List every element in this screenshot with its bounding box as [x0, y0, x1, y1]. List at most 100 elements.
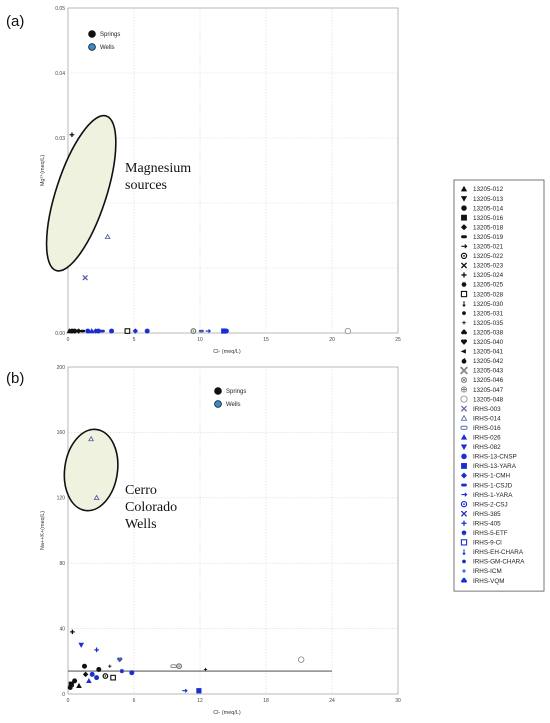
panel-label-a: (a) [6, 13, 24, 30]
legend-item-label: IRHS-5-ETF [473, 530, 508, 537]
data-point [94, 675, 100, 681]
legend-label: Wells [100, 45, 115, 51]
legend-marker [461, 377, 467, 383]
legend-marker [461, 483, 467, 487]
legend-item-label: IRHS-014 [473, 415, 501, 422]
legend-item-label: 13205-035 [473, 320, 504, 327]
data-point [76, 682, 82, 688]
data-point [67, 684, 73, 690]
y-tick-label: 40 [59, 626, 65, 632]
data-point [85, 328, 91, 334]
data-point [96, 666, 102, 672]
data-point [99, 329, 105, 333]
legend-marker [460, 414, 468, 421]
data-point [72, 678, 78, 684]
legend-item-label: IRHS-EH-CHARA [473, 549, 524, 556]
data-point [70, 629, 75, 635]
legend-marker [461, 339, 467, 345]
legend-marker [460, 395, 468, 403]
data-point [78, 642, 85, 648]
data-point [86, 678, 92, 684]
legend-marker [460, 405, 468, 412]
legend-item-label: 13205-040 [473, 339, 504, 346]
x-tick-label: 15 [263, 337, 269, 343]
y-tick-label: 0 [62, 692, 65, 698]
legend-marker [460, 444, 468, 451]
legend-item-label: IRHS-026 [473, 435, 501, 442]
legend-item-label: 13205-021 [473, 244, 504, 251]
y-tick-label: 0.04 [55, 71, 65, 77]
legend-marker [460, 539, 468, 546]
legend-marker [461, 205, 467, 211]
data-point [69, 132, 75, 138]
x-tick-label: 24 [329, 698, 335, 704]
legend-item-label: IRHS-GM-CHARA [473, 559, 525, 566]
legend-marker [461, 520, 467, 526]
legend-item-label: IRHS-003 [473, 406, 501, 413]
y-tick-label: 0.00 [55, 331, 65, 337]
legend-marker [214, 400, 222, 408]
legend-item-label: 13205-013 [473, 196, 504, 203]
y-axis-label: Mg²⁺(meq/L) [39, 155, 46, 186]
data-point [182, 688, 188, 693]
annotation-text: Cerro [125, 483, 157, 498]
data-point [129, 670, 135, 676]
legend-item-label: IRHS-1-YARA [473, 492, 513, 499]
data-point [144, 328, 150, 334]
legend-label: Wells [226, 402, 241, 408]
legend-marker [462, 569, 466, 573]
data-point [109, 328, 115, 334]
annotation-text: Colorado [125, 500, 177, 515]
legend-item-label: IRHS-385 [473, 511, 501, 518]
y-tick-label: 160 [57, 430, 66, 436]
legend-marker [462, 311, 466, 316]
legend-item-label: 13205-023 [473, 263, 504, 270]
data-point [82, 671, 89, 678]
x-tick-label: 12 [197, 698, 203, 704]
data-point [75, 328, 82, 334]
legend-marker [462, 549, 466, 556]
y-tick-label: 200 [57, 365, 66, 371]
legend-marker [460, 185, 468, 192]
legend-marker [461, 453, 467, 460]
y-axis-label: Na++K+(meq/L) [40, 511, 46, 550]
data-point [89, 671, 95, 677]
legend-item-label: IRHS-016 [473, 425, 501, 432]
legend-marker [461, 281, 467, 288]
legend-item-label: 13205-019 [473, 234, 504, 241]
legend-marker [461, 577, 467, 583]
legend-marker [461, 492, 468, 497]
data-point [223, 328, 229, 334]
annotation-text: sources [125, 178, 167, 193]
legend-item-label: IRHS-082 [473, 444, 501, 451]
annotation-text: Wells [125, 517, 157, 532]
x-axis-label: Cl- (meq/L) [213, 349, 241, 355]
legend-marker [461, 272, 467, 278]
legend-marker [460, 425, 468, 430]
legend-marker [460, 500, 468, 508]
highlight-ellipse [63, 428, 119, 512]
data-point [190, 328, 197, 334]
y-tick-label: 120 [57, 496, 66, 502]
legend-item-label: IRHS-13-YARA [473, 463, 517, 470]
data-point [117, 657, 123, 663]
legend-item-label: 13205-031 [473, 310, 504, 317]
legend-marker [461, 386, 467, 393]
legend-box [453, 179, 545, 592]
legend-item-label: IRHS-2-CSJ [473, 501, 508, 508]
legend-item-label: 13205-042 [473, 358, 504, 365]
legend-marker [460, 196, 468, 202]
legend-marker [88, 30, 96, 38]
data-point [88, 435, 95, 442]
x-tick-label: 0 [67, 698, 70, 704]
legend-marker [460, 252, 468, 260]
legend-label: Springs [100, 32, 120, 38]
x-tick-label: 30 [395, 698, 401, 704]
legend-marker [462, 301, 466, 307]
legend-item-label: 13205-025 [473, 282, 504, 289]
legend-item-label: 13205-047 [473, 387, 504, 394]
panel-label-b: (b) [6, 370, 24, 387]
x-tick-label: 20 [329, 337, 335, 343]
data-point [198, 329, 204, 333]
